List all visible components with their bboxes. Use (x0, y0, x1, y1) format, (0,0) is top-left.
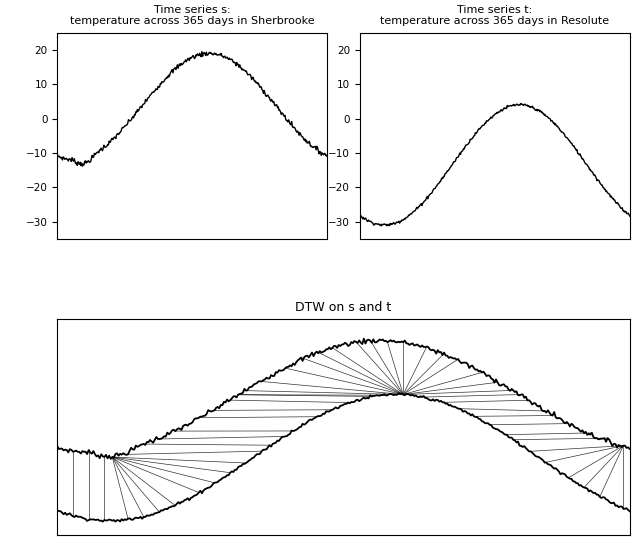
Title: DTW on s and t: DTW on s and t (295, 300, 392, 313)
Title: Time series t:
temperature across 365 days in Resolute: Time series t: temperature across 365 da… (380, 5, 609, 26)
Title: Time series s:
temperature across 365 days in Sherbrooke: Time series s: temperature across 365 da… (70, 5, 315, 26)
